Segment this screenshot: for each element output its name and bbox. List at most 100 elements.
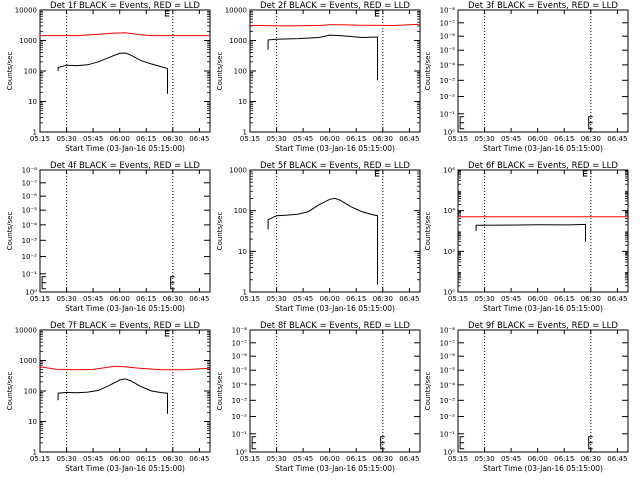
y-tick-label: 100 (24, 388, 37, 396)
bracket-marker (588, 436, 593, 450)
y-tick-label: 1 (243, 289, 247, 297)
y-tick-label: 10⁻³ (440, 77, 456, 85)
lld-series-line (249, 23, 421, 27)
x-axis-label: Start Time (03-Jan-16 05:15:00) (275, 464, 395, 473)
x-tick-label: 06:15 (346, 135, 366, 143)
y-tick-label: 1 (33, 449, 37, 457)
detector-panel-3: Det 3f BLACK = Events, RED = LLD Counts/s… (424, 1, 629, 153)
x-tick-label: 05:30 (266, 135, 286, 143)
y-tick-label: 1000 (229, 167, 247, 175)
x-tick-label: 06:15 (346, 455, 366, 463)
x-tick-label: 06:30 (581, 295, 601, 303)
x-tick-label: 06:15 (136, 295, 156, 303)
y-tick-label: 10000 (225, 7, 247, 15)
y-tick-label: 10⁻⁵ (22, 207, 38, 215)
y-tick-label: 10 (28, 418, 37, 426)
y-tick-label: 10⁻⁵ (440, 367, 456, 375)
x-tick-label: 06:30 (373, 295, 393, 303)
x-tick-label: 06:30 (581, 135, 601, 143)
events-series-line (57, 378, 168, 414)
plot-frame (457, 9, 629, 133)
y-tick-label: 10⁻¹ (440, 430, 456, 438)
lld-series-line (39, 365, 211, 371)
x-tick-label: 05:30 (474, 135, 494, 143)
x-axis-label: Start Time (03-Jan-16 05:15:00) (483, 144, 603, 153)
x-tick-label: 05:45 (293, 135, 313, 143)
y-tick-label: 1000 (19, 37, 37, 45)
panel-title: Det 6f BLACK = Events, RED = LLD (468, 161, 618, 171)
x-tick-label: 06:30 (581, 455, 601, 463)
x-tick-label: 06:15 (346, 295, 366, 303)
y-tick-label: 100 (234, 207, 247, 215)
y-tick-label: 100 (24, 68, 37, 76)
detector-panel-7: Det 7f BLACK = Events, RED = LLD Counts/s… (6, 321, 211, 473)
y-tick-label: 10⁻⁷ (232, 339, 248, 347)
x-axis-label: Start Time (03-Jan-16 05:15:00) (65, 464, 185, 473)
y-tick-label: 10000 (15, 327, 37, 335)
x-tick-label: 05:30 (56, 135, 76, 143)
x-tick-label: 06:30 (373, 135, 393, 143)
x-tick-label: 06:15 (136, 455, 156, 463)
y-tick-label: 10 (28, 98, 37, 106)
x-tick-label: 05:15 (30, 455, 50, 463)
y-tick-label: 10⁰ (443, 289, 455, 297)
events-series-line (267, 197, 378, 285)
x-tick-label: 06:15 (554, 455, 574, 463)
x-tick-label: 05:15 (448, 135, 468, 143)
y-tick-label: 10⁻⁴ (440, 381, 456, 389)
panel-title: Det 8f BLACK = Events, RED = LLD (260, 321, 410, 331)
y-tick-label: 10000 (15, 7, 37, 15)
plot-frame (249, 329, 421, 453)
y-tick-label: 10⁻³ (440, 397, 456, 405)
x-tick-label: 05:30 (56, 295, 76, 303)
plot-frame (457, 329, 629, 453)
bracket-marker (582, 170, 588, 177)
x-tick-label: 06:30 (373, 455, 393, 463)
y-tick-label: 10⁻⁶ (232, 353, 248, 361)
y-axis-label: Counts/sec (216, 52, 224, 91)
y-axis-label: Counts/sec (6, 212, 14, 251)
y-tick-label: 10⁻³ (232, 397, 248, 405)
y-tick-label: 10⁻¹ (440, 110, 456, 118)
y-tick-label: 100 (234, 68, 247, 76)
y-tick-label: 10⁻⁶ (440, 353, 456, 361)
bracket-marker (164, 330, 170, 337)
y-tick-label: 10⁰ (25, 289, 37, 297)
y-tick-label: 1000 (19, 357, 37, 365)
x-tick-label: 06:45 (189, 135, 209, 143)
x-tick-label: 06:00 (320, 455, 340, 463)
bracket-marker (459, 436, 465, 450)
x-tick-label: 06:00 (528, 455, 548, 463)
detector-panel-9: Det 9f BLACK = Events, RED = LLD Counts/s… (424, 321, 629, 473)
y-tick-label: 10⁻⁸ (22, 167, 38, 175)
panel-title: Det 2f BLACK = Events, RED = LLD (260, 1, 410, 11)
y-tick-label: 10⁻⁷ (440, 339, 456, 347)
detector-panel-8: Det 8f BLACK = Events, RED = LLD Counts/s… (216, 321, 421, 473)
bracket-marker (170, 276, 175, 290)
y-tick-label: 10⁻² (440, 93, 456, 101)
x-tick-label: 05:45 (501, 455, 521, 463)
y-axis-label: Counts/sec (216, 372, 224, 411)
bracket-marker (41, 276, 47, 290)
x-tick-label: 05:45 (501, 135, 521, 143)
x-tick-label: 05:15 (240, 135, 260, 143)
y-tick-label: 10⁻¹ (22, 270, 38, 278)
y-axis-label: Counts/sec (424, 212, 432, 251)
y-tick-label: 1 (33, 129, 37, 137)
y-tick-label: 1000 (229, 37, 247, 45)
panel-title: Det 1f BLACK = Events, RED = LLD (50, 1, 200, 11)
x-tick-label: 05:15 (30, 295, 50, 303)
x-tick-label: 06:00 (528, 135, 548, 143)
x-tick-label: 06:45 (399, 455, 419, 463)
x-tick-label: 06:30 (163, 135, 183, 143)
plot-frame (457, 169, 629, 293)
y-axis-label: Counts/sec (6, 372, 14, 411)
plot-frame (39, 9, 211, 133)
x-tick-label: 05:45 (293, 455, 313, 463)
x-tick-label: 05:15 (448, 295, 468, 303)
x-tick-label: 06:00 (110, 135, 130, 143)
y-axis-label: Counts/sec (424, 52, 432, 91)
x-tick-label: 06:45 (607, 135, 627, 143)
y-axis-label: Counts/sec (216, 212, 224, 251)
